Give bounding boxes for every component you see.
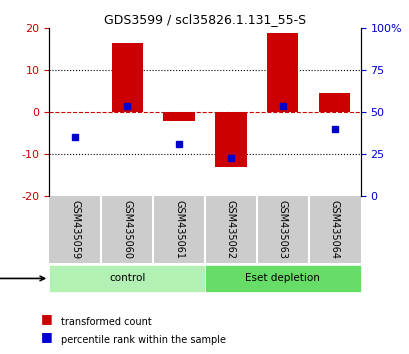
Text: GSM435059: GSM435059 bbox=[70, 200, 80, 259]
Text: transformed count: transformed count bbox=[61, 317, 152, 327]
Bar bbox=[215, 112, 246, 167]
Text: ■: ■ bbox=[41, 312, 53, 325]
Text: GSM435061: GSM435061 bbox=[173, 200, 184, 259]
Text: control: control bbox=[109, 273, 145, 284]
Bar bbox=[319, 93, 350, 112]
Bar bbox=[111, 43, 142, 112]
Text: GSM435062: GSM435062 bbox=[225, 200, 236, 259]
Bar bbox=[267, 33, 298, 112]
Text: ■: ■ bbox=[41, 330, 53, 343]
Text: GSM435063: GSM435063 bbox=[277, 200, 287, 259]
FancyBboxPatch shape bbox=[49, 264, 204, 292]
Bar bbox=[163, 112, 194, 121]
Text: percentile rank within the sample: percentile rank within the sample bbox=[61, 335, 226, 345]
Text: GSM435064: GSM435064 bbox=[329, 200, 339, 259]
Text: GSM435060: GSM435060 bbox=[122, 200, 132, 259]
Title: GDS3599 / scl35826.1.131_55-S: GDS3599 / scl35826.1.131_55-S bbox=[104, 13, 305, 26]
Text: Eset depletion: Eset depletion bbox=[245, 273, 319, 284]
FancyBboxPatch shape bbox=[204, 264, 360, 292]
Text: protocol: protocol bbox=[0, 273, 45, 284]
